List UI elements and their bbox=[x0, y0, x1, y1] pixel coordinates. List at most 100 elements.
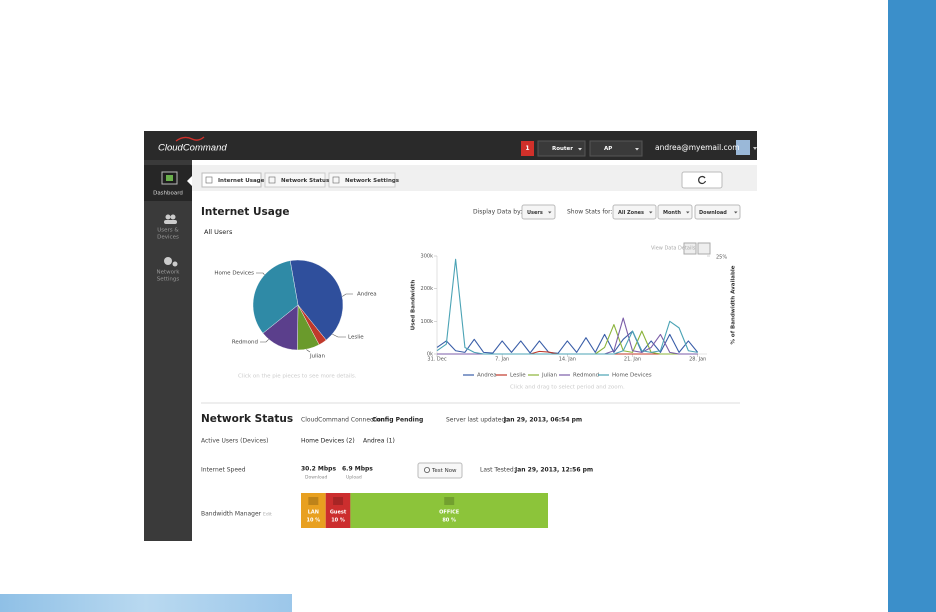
alert-count: 1 bbox=[525, 145, 529, 152]
y-tick-label: 300k bbox=[421, 254, 434, 260]
value: Andrea (1) bbox=[363, 438, 395, 445]
tab[interactable] bbox=[201, 172, 262, 188]
legend-label: Redmond bbox=[573, 373, 599, 379]
tab-label: Network Status bbox=[281, 178, 330, 184]
caret bbox=[649, 211, 653, 214]
direction-dropdown[interactable] bbox=[694, 204, 741, 220]
x-tick-label: 21. Jan bbox=[624, 357, 641, 363]
hint: Click on the pie pieces to see more deta… bbox=[238, 374, 357, 380]
legend-label: Andrea bbox=[477, 373, 497, 379]
x-tick-label: 7. Jan bbox=[495, 357, 509, 363]
active-pointer bbox=[187, 176, 192, 186]
label: CloudCommand Connection: bbox=[301, 417, 387, 424]
control-label: Display Data by: bbox=[473, 209, 522, 216]
top-bar bbox=[144, 131, 757, 160]
nav-label: Settings bbox=[157, 277, 180, 283]
zone-icon bbox=[444, 497, 455, 505]
control-label: Show Stats for: bbox=[567, 209, 613, 216]
zone-name: OFFICE bbox=[439, 510, 460, 516]
caption: Upload bbox=[346, 475, 362, 481]
avatar-caret bbox=[753, 147, 757, 150]
caret bbox=[578, 148, 582, 151]
zones-dropdown[interactable] bbox=[612, 204, 657, 220]
router-dropdown[interactable] bbox=[537, 140, 586, 157]
logo: CloudCommand bbox=[158, 143, 227, 154]
edit-link: Edit bbox=[263, 512, 272, 518]
refresh-button[interactable] bbox=[681, 171, 723, 189]
caret bbox=[686, 211, 690, 214]
clock-icon bbox=[423, 466, 430, 473]
pie-label: Redmond bbox=[232, 340, 258, 346]
series-line bbox=[436, 330, 699, 354]
nav-label: Users & bbox=[157, 228, 179, 234]
caret bbox=[548, 211, 552, 214]
caption: Download bbox=[305, 475, 328, 481]
value: Config Pending bbox=[372, 417, 423, 424]
tab-icon bbox=[332, 176, 340, 184]
download-button[interactable] bbox=[697, 242, 711, 255]
zone-bar[interactable] bbox=[301, 493, 326, 528]
ap-dropdown[interactable] bbox=[589, 140, 643, 157]
y-tick-label: 0k bbox=[427, 352, 433, 358]
period-dropdown[interactable] bbox=[657, 204, 693, 220]
y-tick-label: 100k bbox=[421, 319, 434, 325]
pie-label: Home Devices bbox=[214, 271, 254, 277]
zone-percent: 80 % bbox=[442, 518, 456, 524]
dashboard-icon-fill bbox=[166, 175, 173, 181]
caret bbox=[635, 148, 639, 151]
router-label: Router bbox=[552, 146, 573, 152]
tab-label: Internet Usage bbox=[218, 178, 265, 184]
pie-label: Andrea bbox=[357, 292, 377, 298]
value: Home Devices (2) bbox=[301, 438, 355, 445]
x-tick-label: 31. Dec bbox=[427, 357, 446, 363]
alert-badge[interactable] bbox=[521, 141, 534, 156]
label: Last Tested: bbox=[480, 467, 516, 474]
nav-label: Network bbox=[157, 270, 181, 276]
y-axis-label: Used Bandwidth bbox=[411, 280, 417, 331]
series-line bbox=[436, 258, 698, 355]
zone-icon bbox=[333, 497, 344, 505]
tab[interactable] bbox=[328, 172, 396, 188]
y-tick-label: 200k bbox=[421, 286, 434, 292]
row-label: Active Users (Devices) bbox=[201, 438, 269, 445]
zone-bar[interactable] bbox=[350, 493, 548, 528]
tab-icon bbox=[268, 176, 276, 184]
value: 6.9 Mbps bbox=[342, 466, 373, 473]
zone-icon bbox=[308, 497, 319, 505]
label: Server last updated: bbox=[446, 417, 507, 424]
users-icon bbox=[164, 214, 177, 224]
refresh-icon bbox=[698, 175, 707, 185]
y2-axis-label: % of Bandwidth Available bbox=[731, 265, 737, 344]
legend-label: Julian bbox=[541, 373, 558, 379]
x-tick-label: 28. Jan bbox=[689, 357, 706, 363]
pie-slice[interactable] bbox=[252, 260, 299, 334]
email: andrea@myemail.com bbox=[655, 143, 740, 152]
settings-icon bbox=[164, 257, 178, 267]
pie-title: All Users bbox=[204, 228, 233, 236]
row-label: Internet Speed bbox=[201, 467, 246, 474]
nav-label: Dashboard bbox=[153, 191, 183, 197]
tab[interactable] bbox=[264, 172, 326, 188]
dropdown-text: Download bbox=[699, 210, 727, 216]
nav-label: Devices bbox=[157, 235, 179, 241]
ap-label: AP bbox=[604, 146, 612, 152]
pie-slice[interactable] bbox=[289, 259, 344, 341]
dropdown-text: All Zones bbox=[618, 210, 644, 216]
y2-tick-label: 25% bbox=[716, 255, 727, 261]
value: Jan 29, 2013, 06:54 pm bbox=[503, 417, 582, 424]
zone-name: Guest bbox=[330, 510, 347, 516]
value: 30.2 Mbps bbox=[301, 466, 336, 473]
section-title: Internet Usage bbox=[201, 206, 289, 218]
zone-percent: 10 % bbox=[331, 518, 345, 524]
caret bbox=[734, 211, 738, 214]
display-by-dropdown[interactable] bbox=[521, 204, 556, 220]
test-now-button[interactable] bbox=[417, 462, 463, 479]
section-title: Network Status bbox=[201, 413, 293, 425]
zone-bar[interactable] bbox=[325, 493, 351, 528]
tab-label: Network Settings bbox=[345, 178, 400, 184]
pie-label: Julian bbox=[309, 354, 326, 360]
print-button[interactable] bbox=[683, 242, 697, 255]
view-details: View Data Details bbox=[651, 246, 696, 252]
avatar[interactable] bbox=[736, 140, 750, 155]
